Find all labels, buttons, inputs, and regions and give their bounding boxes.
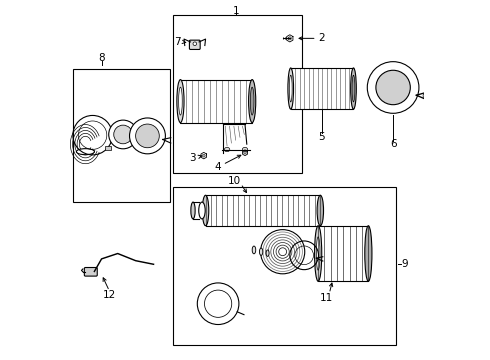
Text: 2: 2 [318,33,325,43]
Circle shape [202,154,205,157]
Bar [173,187,395,345]
Text: 5: 5 [318,132,325,142]
Ellipse shape [250,87,254,115]
Circle shape [376,70,410,105]
Ellipse shape [252,246,256,254]
Circle shape [114,125,132,144]
Circle shape [129,118,166,154]
Ellipse shape [224,147,230,152]
Ellipse shape [243,147,247,152]
Ellipse shape [317,195,323,226]
Ellipse shape [76,149,95,155]
Text: 7: 7 [174,37,180,47]
Bar [291,68,353,109]
Ellipse shape [352,75,355,102]
Text: 12: 12 [103,291,116,301]
Ellipse shape [266,250,269,256]
Ellipse shape [260,248,263,255]
Ellipse shape [315,226,322,281]
Bar [205,195,320,226]
Bar [73,69,170,202]
Circle shape [109,120,137,149]
Bar [180,80,252,123]
Ellipse shape [288,68,294,109]
Circle shape [136,124,159,148]
Bar [105,146,111,150]
Ellipse shape [202,195,209,226]
Ellipse shape [248,80,256,123]
Circle shape [193,42,196,45]
Ellipse shape [365,226,372,281]
Bar [318,226,368,281]
Ellipse shape [351,68,356,109]
Bar [318,226,368,281]
Bar [173,15,302,173]
FancyBboxPatch shape [84,267,97,276]
Circle shape [423,93,428,98]
Ellipse shape [289,75,292,102]
Bar [180,80,252,123]
Circle shape [368,62,419,113]
Ellipse shape [177,80,184,123]
FancyBboxPatch shape [190,40,200,49]
Text: 8: 8 [98,53,105,63]
Text: 11: 11 [320,293,333,303]
Circle shape [288,37,292,40]
Ellipse shape [317,237,320,270]
Ellipse shape [179,87,182,115]
Text: 10: 10 [227,176,241,186]
Text: 9: 9 [401,259,408,269]
Text: 4: 4 [215,162,221,172]
Ellipse shape [191,202,195,219]
Ellipse shape [199,202,205,219]
Bar [291,68,353,109]
Text: 3: 3 [189,153,196,163]
Bar [205,195,320,226]
Circle shape [244,152,246,154]
Text: 1: 1 [233,6,239,17]
Text: 6: 6 [390,139,396,149]
